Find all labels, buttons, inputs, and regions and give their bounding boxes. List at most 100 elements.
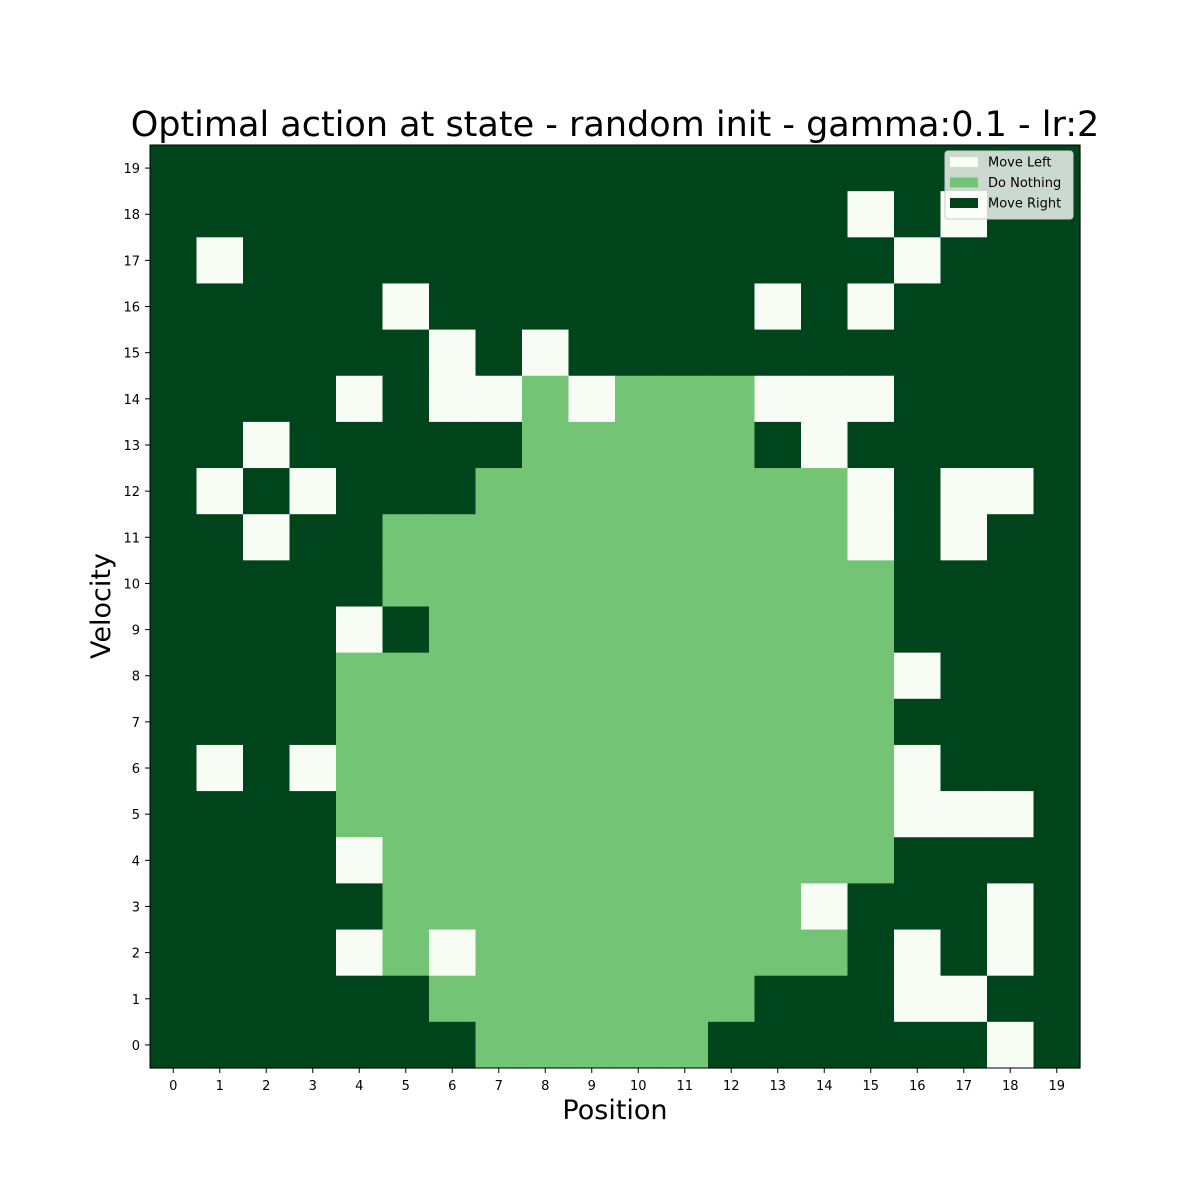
heatmap-cell [661, 283, 709, 331]
heatmap-cell [940, 929, 988, 977]
heatmap-cell [382, 975, 430, 1023]
heatmap-cell [150, 468, 198, 515]
heatmap-cell [289, 145, 337, 192]
heatmap-cell [754, 421, 802, 469]
heatmap-cell [150, 744, 198, 792]
heatmap-cell [150, 514, 198, 561]
heatmap-cell [336, 283, 384, 331]
heatmap-cell [336, 606, 384, 654]
y-axis-label: Velocity [86, 553, 117, 659]
heatmap-cell [150, 698, 198, 746]
heatmap-cell [196, 606, 244, 654]
x-axis-label: Position [562, 1095, 667, 1126]
heatmap-cell [289, 744, 337, 792]
heatmap-cell [661, 883, 709, 931]
heatmap-cell [382, 744, 430, 792]
heatmap-cell [336, 560, 384, 608]
heatmap-cell [940, 468, 988, 515]
heatmap-cell [196, 468, 244, 515]
heatmap-cell [429, 329, 477, 377]
heatmap-cell [847, 791, 895, 838]
heatmap-cell [847, 1021, 895, 1069]
heatmap-cell [196, 883, 244, 931]
heatmap-cell [940, 791, 988, 838]
heatmap-cell [475, 237, 523, 285]
heatmap-cell [1033, 791, 1081, 838]
heatmap-cell [847, 191, 895, 238]
heatmap-cell [615, 514, 663, 561]
heatmap-cell [801, 329, 849, 377]
heatmap-cell [150, 191, 198, 238]
heatmap-cell [196, 975, 244, 1023]
heatmap-cell [1033, 468, 1081, 515]
heatmap-cell [475, 1021, 523, 1069]
legend-swatch [950, 198, 978, 208]
heatmap-cell [615, 975, 663, 1023]
heatmap-cell [289, 698, 337, 746]
y-tick-label: 12 [123, 485, 140, 500]
heatmap-cell [801, 929, 849, 977]
x-tick-label: 5 [402, 1079, 410, 1094]
heatmap-cell [661, 421, 709, 469]
heatmap-cell [429, 652, 477, 700]
heatmap-cell [708, 1021, 756, 1069]
y-tick-label: 18 [123, 208, 140, 223]
heatmap-cell [894, 237, 942, 285]
heatmap-cell [708, 329, 756, 377]
heatmap-cell [289, 975, 337, 1023]
heatmap-cell [522, 1021, 570, 1069]
heatmap-cell [243, 975, 291, 1023]
heatmap-cell [987, 560, 1035, 608]
heatmap-cell [847, 698, 895, 746]
heatmap-cell [522, 975, 570, 1023]
heatmap-cell [336, 468, 384, 515]
y-tick-label: 0 [132, 1039, 140, 1054]
heatmap-cell [429, 237, 477, 285]
heatmap-cell [847, 975, 895, 1023]
heatmap-cell [382, 237, 430, 285]
heatmap-cell [894, 560, 942, 608]
heatmap-cell [522, 329, 570, 377]
heatmap-cell [243, 191, 291, 238]
heatmap-cell [661, 375, 709, 423]
heatmap-cell [801, 1021, 849, 1069]
heatmap-cell [987, 837, 1035, 884]
heatmap-cell [289, 606, 337, 654]
heatmap-cell [754, 237, 802, 285]
heatmap-cell [754, 698, 802, 746]
heatmap-cell [615, 421, 663, 469]
heatmap-cell [382, 606, 430, 654]
heatmap-cell [289, 375, 337, 423]
heatmap-cell [1033, 1021, 1081, 1069]
heatmap-cell [987, 791, 1035, 838]
heatmap-cell [243, 375, 291, 423]
heatmap-cell [522, 191, 570, 238]
heatmap-cell [522, 837, 570, 884]
heatmap-cell [754, 468, 802, 515]
heatmap-cell [336, 145, 384, 192]
heatmap-cell [894, 791, 942, 838]
heatmap-cell [847, 514, 895, 561]
heatmap-cell [661, 652, 709, 700]
legend-label: Do Nothing [988, 176, 1061, 191]
x-tick-label: 8 [541, 1079, 549, 1094]
y-tick-label: 15 [123, 347, 140, 362]
y-tick-label: 8 [132, 670, 140, 685]
y-tick-label: 7 [132, 716, 140, 731]
heatmap-cell [847, 375, 895, 423]
heatmap-cell [1033, 237, 1081, 285]
heatmap-cell [289, 1021, 337, 1069]
heatmap-cell [894, 606, 942, 654]
heatmap-cell [940, 652, 988, 700]
heatmap-cell [150, 329, 198, 377]
heatmap-cell [754, 1021, 802, 1069]
heatmap-cell [1033, 975, 1081, 1023]
heatmap-cell [847, 283, 895, 331]
legend: Move Left Do Nothing Move Right [944, 150, 1074, 220]
heatmap-cell [708, 468, 756, 515]
y-tick-label: 19 [123, 162, 140, 177]
heatmap-cell [1033, 606, 1081, 654]
heatmap-cell [196, 421, 244, 469]
heatmap-cell [754, 145, 802, 192]
heatmap-cell [615, 191, 663, 238]
